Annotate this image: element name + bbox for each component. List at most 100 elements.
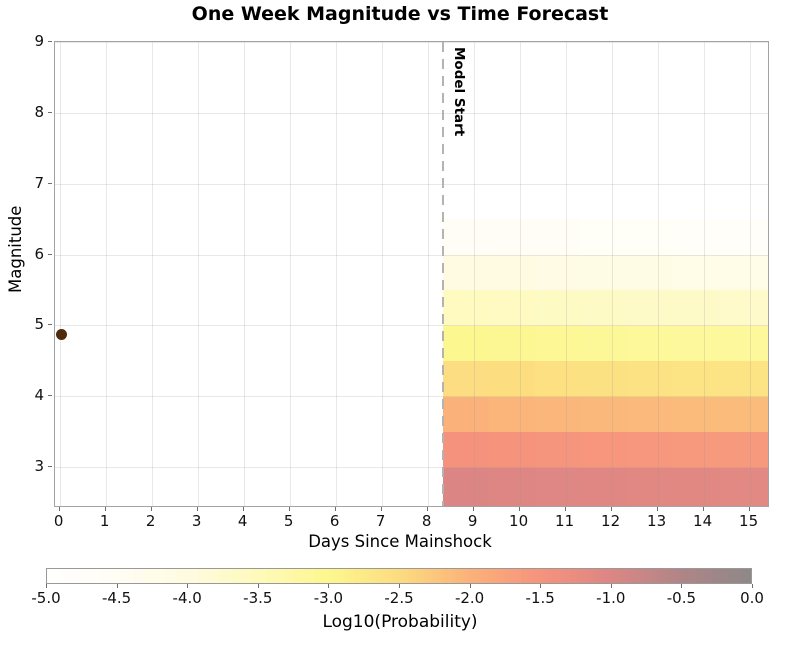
heatmap-cell — [626, 219, 674, 255]
y-tick-mark — [48, 111, 52, 113]
colorbar-tick-mark — [187, 584, 189, 588]
y-tick-label: 9 — [34, 32, 44, 50]
colorbar-tick-mark — [399, 584, 400, 588]
heatmap-cell — [626, 396, 674, 433]
model-start-label: Model Start — [450, 47, 467, 137]
x-tick-label: 9 — [467, 512, 478, 530]
heatmap-cell — [626, 467, 674, 507]
gridline-horizontal — [55, 254, 768, 256]
x-tick-mark — [104, 507, 106, 511]
colorbar-tick-mark — [328, 584, 330, 588]
heatmap-cell — [488, 254, 536, 291]
heatmap-cell — [718, 325, 769, 362]
heatmap-cell — [442, 325, 490, 362]
x-tick-mark — [610, 507, 612, 511]
chart-title: One Week Magnitude vs Time Forecast — [191, 3, 609, 25]
heatmap-cell — [442, 467, 490, 507]
gridline-vertical — [703, 42, 705, 506]
gridline-horizontal — [55, 325, 768, 327]
y-tick-mark — [48, 324, 52, 326]
gridline-vertical — [151, 42, 153, 506]
heatmap-cell — [580, 325, 628, 362]
heatmap-cell — [672, 360, 720, 397]
gridlines — [55, 42, 768, 506]
x-tick-mark — [334, 507, 336, 511]
gridline-vertical — [657, 42, 659, 506]
x-tick-mark — [196, 507, 198, 511]
colorbar-tick-label: -0.5 — [666, 589, 697, 607]
gridline-horizontal — [55, 183, 768, 185]
heatmap-cell — [534, 289, 582, 326]
colorbar-tick-mark — [540, 584, 542, 588]
colorbar-tick-label: -1.0 — [596, 589, 626, 607]
heatmap-cell — [580, 467, 628, 507]
gridline-vertical — [243, 42, 245, 506]
gridline-horizontal — [55, 42, 768, 43]
heatmap-cell — [442, 396, 490, 433]
heatmap-cell — [442, 360, 490, 397]
heatmap-cell — [580, 219, 628, 255]
x-tick-label: 14 — [693, 512, 713, 530]
heatmap-cell — [488, 467, 536, 507]
heatmap-cell — [580, 254, 628, 291]
heatmap-cell — [534, 254, 582, 291]
gridline-vertical — [105, 42, 107, 506]
x-tick-label: 13 — [647, 512, 667, 530]
colorbar-tick-label: -1.5 — [525, 589, 555, 607]
heatmap-cell — [488, 396, 536, 433]
heatmap-cell — [534, 360, 582, 397]
heatmap-cell — [534, 431, 582, 468]
heatmap-cell — [718, 219, 769, 255]
heatmap-cell — [534, 396, 582, 433]
gridline-horizontal — [55, 467, 768, 469]
y-tick-label: 4 — [34, 386, 44, 405]
x-tick-label: 8 — [421, 512, 432, 530]
heatmap-cell — [488, 325, 536, 362]
x-tick-label: 10 — [509, 512, 529, 530]
mainshock-point — [56, 329, 68, 341]
y-tick-mark — [48, 182, 52, 184]
heatmap-cell — [442, 431, 490, 468]
colorbar — [46, 568, 752, 584]
x-tick-mark — [288, 507, 290, 511]
gridline-vertical — [473, 42, 475, 506]
heatmap-layer — [55, 42, 769, 507]
heatmap-cell — [626, 325, 674, 362]
heatmap-cell — [626, 289, 674, 326]
x-tick-label: 12 — [601, 512, 621, 530]
x-tick-mark — [656, 507, 658, 511]
gridline-vertical — [519, 42, 521, 506]
heatmap-cell — [718, 254, 769, 291]
x-tick-label: 1 — [99, 512, 110, 530]
model-start-line — [441, 42, 444, 506]
colorbar-tick-mark — [469, 584, 471, 588]
heatmap-cell — [718, 431, 769, 468]
x-tick-label: 7 — [375, 512, 386, 530]
x-tick-label: 5 — [283, 512, 294, 530]
colorbar-tick-label: -2.5 — [384, 589, 414, 607]
y-tick-mark — [48, 395, 52, 397]
colorbar-tick-label: -4.5 — [101, 589, 132, 607]
x-tick-mark — [702, 507, 704, 511]
y-tick-label: 7 — [34, 173, 44, 192]
y-tick-label: 3 — [34, 457, 44, 476]
heatmap-cell — [534, 325, 582, 362]
gridline-vertical — [59, 42, 61, 506]
x-tick-label: 0 — [53, 512, 64, 530]
heatmap-cell — [672, 219, 720, 255]
x-tick-mark — [58, 507, 60, 511]
gridline-horizontal — [55, 396, 768, 398]
x-tick-label: 2 — [145, 512, 156, 530]
x-tick-label: 3 — [191, 512, 202, 530]
gridline-vertical — [427, 42, 429, 506]
heatmap-cell — [442, 254, 490, 291]
gridline-vertical — [335, 42, 337, 506]
heatmap-cell — [534, 467, 582, 507]
colorbar-tick-mark — [752, 584, 753, 588]
gridline-vertical — [611, 42, 613, 506]
heatmap-cell — [488, 289, 536, 326]
heatmap-cell — [718, 396, 769, 433]
heatmap-cell — [580, 360, 628, 397]
heatmap-cell — [718, 467, 769, 507]
